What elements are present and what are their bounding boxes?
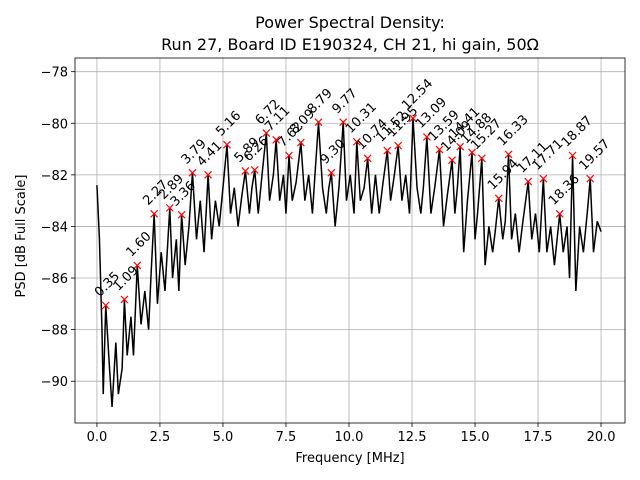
peak-marker (165, 203, 174, 212)
x-axis-label: Frequency [MHz] (295, 451, 404, 466)
peak-marker (120, 295, 129, 304)
peak-label: 8.79 (305, 86, 336, 117)
peak-marker (339, 118, 348, 127)
x-tick-label: 17.5 (524, 430, 553, 445)
peak-marker (241, 167, 250, 175)
peak-marker (383, 146, 392, 155)
peak-marker (494, 194, 503, 203)
peak-label: 1.60 (123, 229, 154, 260)
peak-marker (394, 141, 403, 150)
y-tick-label: −84 (41, 220, 68, 235)
x-tick-label: 12.5 (398, 430, 427, 445)
peak-marker (422, 133, 431, 141)
axes-frame (74, 57, 626, 424)
peak-marker (327, 168, 336, 177)
peak-marker (468, 148, 476, 157)
plot-area (96, 114, 602, 408)
peak-label: 18.87 (559, 113, 596, 150)
peak-label: 18.36 (546, 172, 583, 209)
peak-marker (133, 261, 142, 270)
peak-marker (504, 150, 513, 159)
peak-marker (272, 135, 281, 144)
peak-marker (456, 142, 465, 151)
peak-label: 5.16 (213, 108, 244, 139)
peak-marker (568, 151, 577, 160)
x-tick-label: 5.0 (213, 430, 234, 445)
peak-marker (539, 174, 548, 183)
x-tick-label: 0.0 (87, 430, 108, 445)
peak-marker (352, 137, 361, 146)
peak-marker (250, 166, 259, 174)
peak-marker (150, 209, 159, 218)
peak-marker (409, 114, 417, 123)
peak-marker (363, 154, 372, 163)
x-tick-label: 7.5 (276, 430, 297, 445)
x-tick-label: 15.0 (461, 430, 490, 445)
peak-marker (204, 170, 213, 179)
y-tick-label: −82 (41, 169, 68, 184)
peak-marker (448, 156, 457, 165)
peak-marker (314, 118, 323, 127)
x-tick-label: 2.5 (150, 430, 171, 445)
y-tick-label: −86 (41, 272, 68, 287)
peak-marker (477, 154, 486, 163)
peak-label: 19.57 (576, 137, 613, 174)
x-tick-label: 20.0 (587, 430, 616, 445)
chart-title: Power Spectral Density: (255, 13, 445, 32)
y-tick-label: −80 (41, 117, 68, 132)
peak-marker (101, 301, 110, 310)
x-tick-label: 10.0 (335, 430, 364, 445)
y-tick-label: −90 (41, 375, 68, 390)
peak-marker (296, 138, 305, 147)
chart-subtitle: Run 27, Board ID E190324, CH 21, hi gain… (161, 35, 539, 54)
psd-line (96, 118, 602, 408)
peak-marker (555, 209, 564, 218)
peak-marker (586, 174, 595, 183)
y-tick-label: −78 (41, 66, 68, 81)
y-axis-label: PSD [dB Full Scale] (14, 174, 29, 297)
peak-marker (524, 177, 533, 186)
peak-marker (285, 151, 293, 160)
peak-marker (177, 210, 186, 219)
peak-marker (223, 140, 231, 149)
y-tick-label: −88 (41, 324, 68, 339)
peak-marker (262, 129, 271, 137)
peak-marker (188, 168, 197, 177)
peak-marker (435, 145, 444, 154)
